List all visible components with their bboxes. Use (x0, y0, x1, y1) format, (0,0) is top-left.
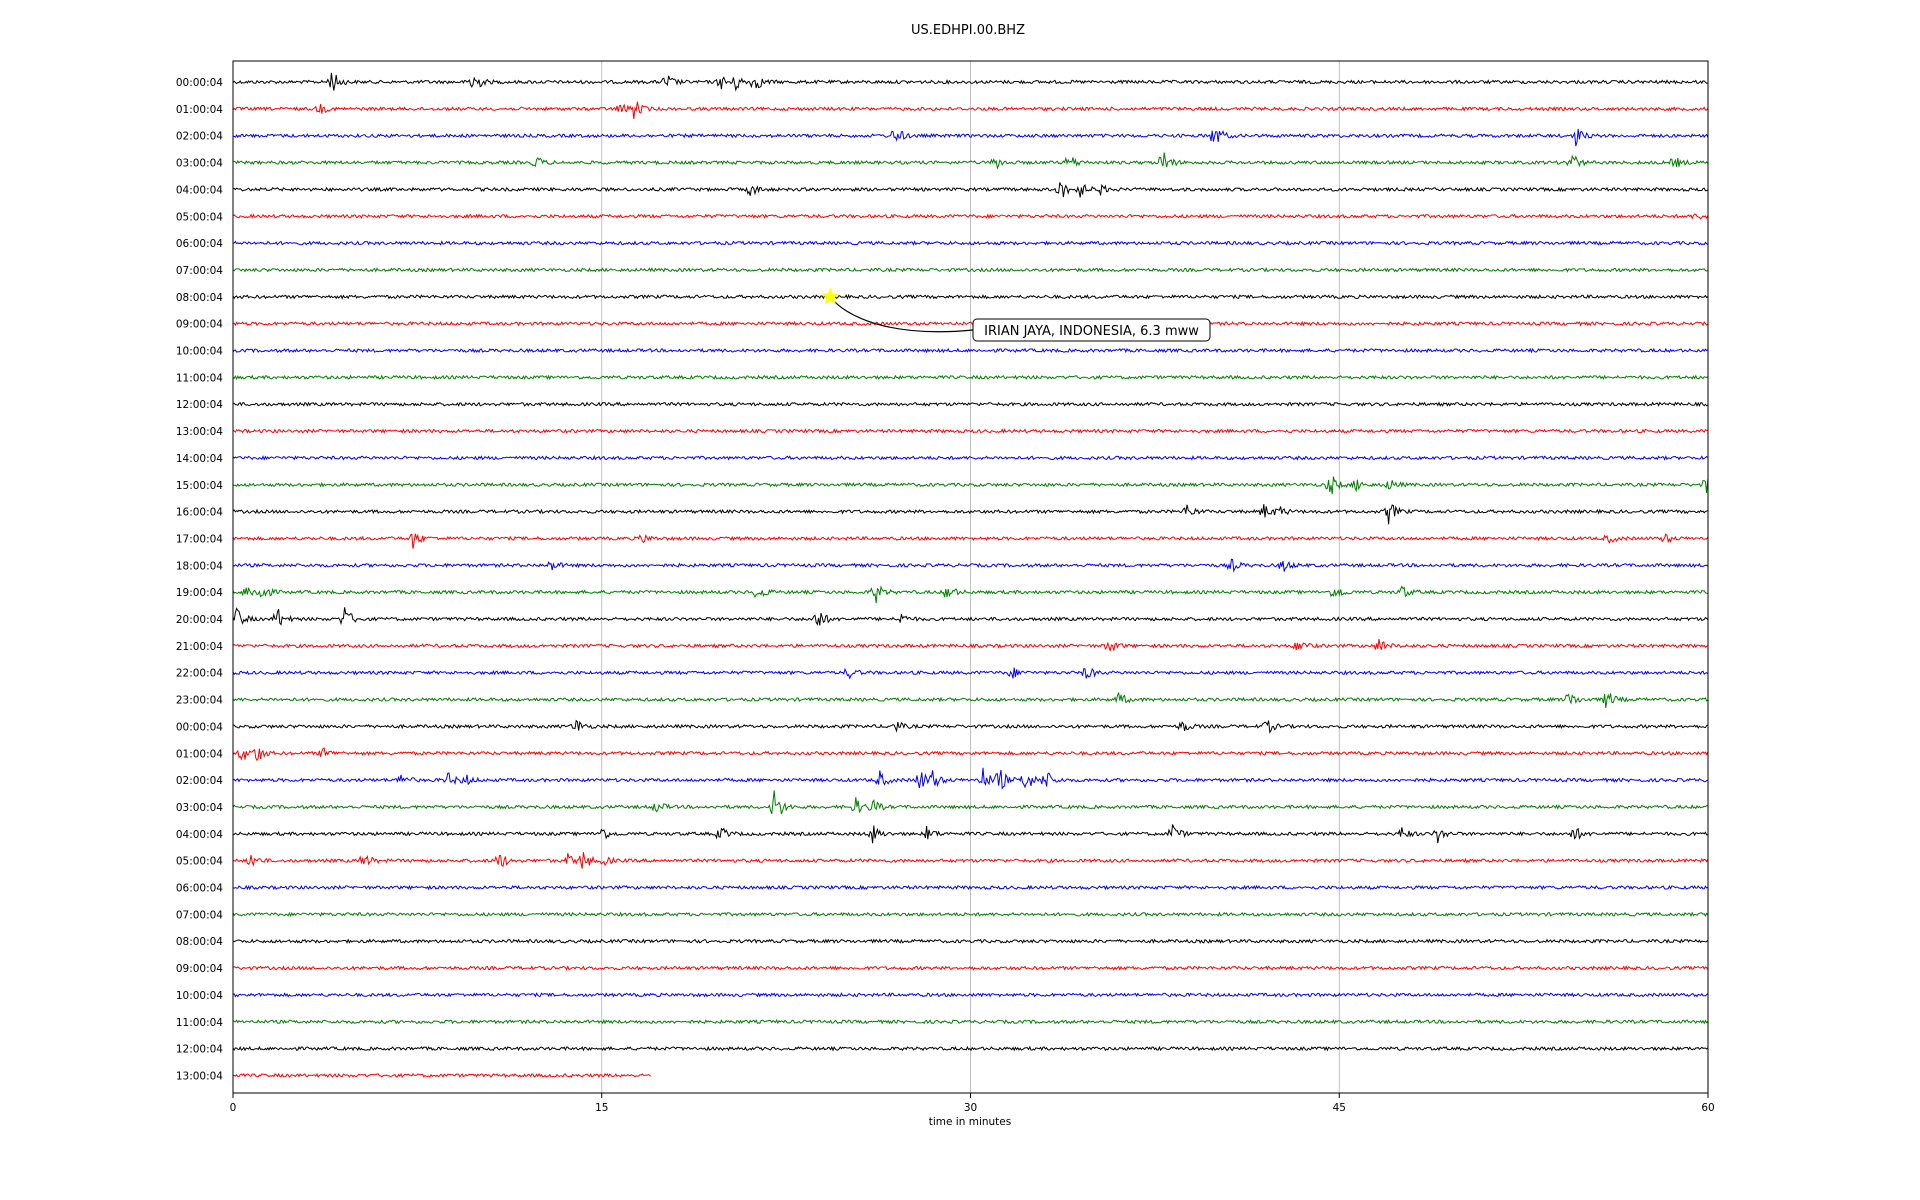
row-time-label: 12:00:04 (176, 399, 223, 411)
row-time-label: 11:00:04 (176, 1017, 223, 1029)
trace-row (232, 347, 1709, 354)
x-tick-label: 15 (595, 1102, 608, 1114)
row-time-label: 03:00:04 (176, 802, 223, 814)
row-time-label: 07:00:04 (176, 265, 223, 277)
trace-row (232, 374, 1709, 381)
trace-row (232, 320, 1709, 327)
row-time-label: 04:00:04 (176, 829, 223, 841)
annotation-arrow (829, 296, 974, 333)
row-time-label: 22:00:04 (176, 668, 223, 680)
row-time-label: 10:00:04 (176, 990, 223, 1002)
trace-row (232, 692, 1709, 708)
event-star-icon (821, 287, 840, 305)
trace-row (232, 72, 1708, 92)
row-time-label: 07:00:04 (176, 909, 223, 921)
trace-row (232, 504, 1708, 525)
row-time-label: 21:00:04 (176, 641, 223, 653)
row-time-label: 06:00:04 (176, 238, 223, 250)
annotation-label: IRIAN JAYA, INDONESIA, 6.3 mww (984, 324, 1199, 339)
grid-lines (601, 61, 1340, 1093)
trace-row (232, 639, 1709, 652)
trace-layer (232, 72, 1709, 1079)
trace-row (232, 128, 1709, 147)
trace-row (232, 719, 1708, 734)
row-time-label: 11:00:04 (176, 372, 223, 384)
x-tick-label: 0 (230, 1102, 237, 1114)
trace-row (232, 884, 1708, 891)
annotation-box (972, 318, 1211, 342)
row-time-label: 20:00:04 (176, 614, 223, 626)
row-time-label: 02:00:04 (176, 131, 223, 143)
row-time-label: 10:00:04 (176, 346, 223, 358)
row-time-label: 19:00:04 (176, 587, 223, 599)
trace-row (232, 911, 1709, 918)
row-time-label: 08:00:04 (176, 292, 223, 304)
trace-row (232, 790, 1708, 815)
row-time-label: 13:00:04 (176, 426, 223, 438)
trace-row (232, 852, 1709, 869)
trace-row (232, 965, 1709, 971)
row-time-label: 00:00:04 (176, 77, 223, 89)
trace-row (232, 1072, 651, 1079)
trace-row (232, 293, 1709, 300)
trace-row (232, 607, 1709, 626)
trace-row (232, 1018, 1709, 1025)
row-time-label: 18:00:04 (176, 560, 223, 572)
row-time-label: 06:00:04 (176, 883, 223, 895)
trace-row (232, 558, 1709, 573)
trace-row (232, 152, 1709, 170)
row-labels: 00:00:04 01:00:04 02:00:04 03:00:04 04:00:04… (176, 77, 223, 1082)
trace-row (232, 213, 1709, 220)
row-time-label: 02:00:04 (176, 775, 223, 787)
row-time-label: 03:00:04 (176, 158, 223, 170)
trace-row (232, 747, 1709, 762)
row-time-label: 04:00:04 (176, 184, 223, 196)
trace-row (232, 267, 1708, 273)
row-time-label: 13:00:04 (176, 1070, 223, 1082)
trace-row (232, 101, 1709, 120)
trace-row (232, 182, 1709, 198)
trace-row (232, 824, 1708, 844)
x-axis-label: time in minutes (929, 1116, 1011, 1128)
trace-row (232, 1045, 1709, 1052)
row-time-label: 00:00:04 (176, 721, 223, 733)
trace-row (232, 428, 1708, 434)
trace-row (232, 455, 1709, 461)
x-tick-label: 60 (1701, 1102, 1714, 1114)
row-time-label: 17:00:04 (176, 533, 223, 545)
event-annotation: IRIAN JAYA, INDONESIA, 6.3 mww (821, 287, 1211, 342)
trace-row (232, 401, 1709, 407)
chart-title: US.EDHPI.00.BHZ (911, 23, 1025, 38)
trace-row (232, 667, 1709, 680)
trace-row (232, 476, 1709, 495)
row-time-label: 05:00:04 (176, 856, 223, 868)
x-tick-label: 30 (964, 1102, 977, 1114)
row-time-label: 08:00:04 (176, 936, 223, 948)
row-time-label: 09:00:04 (176, 319, 223, 331)
trace-row (232, 767, 1709, 790)
x-tick-label: 45 (1333, 1102, 1346, 1114)
row-time-label: 14:00:04 (176, 453, 223, 465)
row-time-label: 01:00:04 (176, 104, 223, 116)
row-time-label: 23:00:04 (176, 695, 223, 707)
row-time-label: 16:00:04 (176, 507, 223, 519)
trace-row (232, 585, 1708, 604)
row-time-label: 05:00:04 (176, 211, 223, 223)
trace-row (232, 240, 1709, 246)
row-time-label: 01:00:04 (176, 748, 223, 760)
row-time-label: 12:00:04 (176, 1044, 223, 1056)
trace-row (232, 533, 1709, 549)
trace-row (232, 938, 1709, 944)
row-time-label: 09:00:04 (176, 963, 223, 975)
x-axis: 0 15 30 45 60 (230, 1093, 1715, 1114)
trace-row (232, 992, 1709, 998)
row-time-label: 15:00:04 (176, 480, 223, 492)
